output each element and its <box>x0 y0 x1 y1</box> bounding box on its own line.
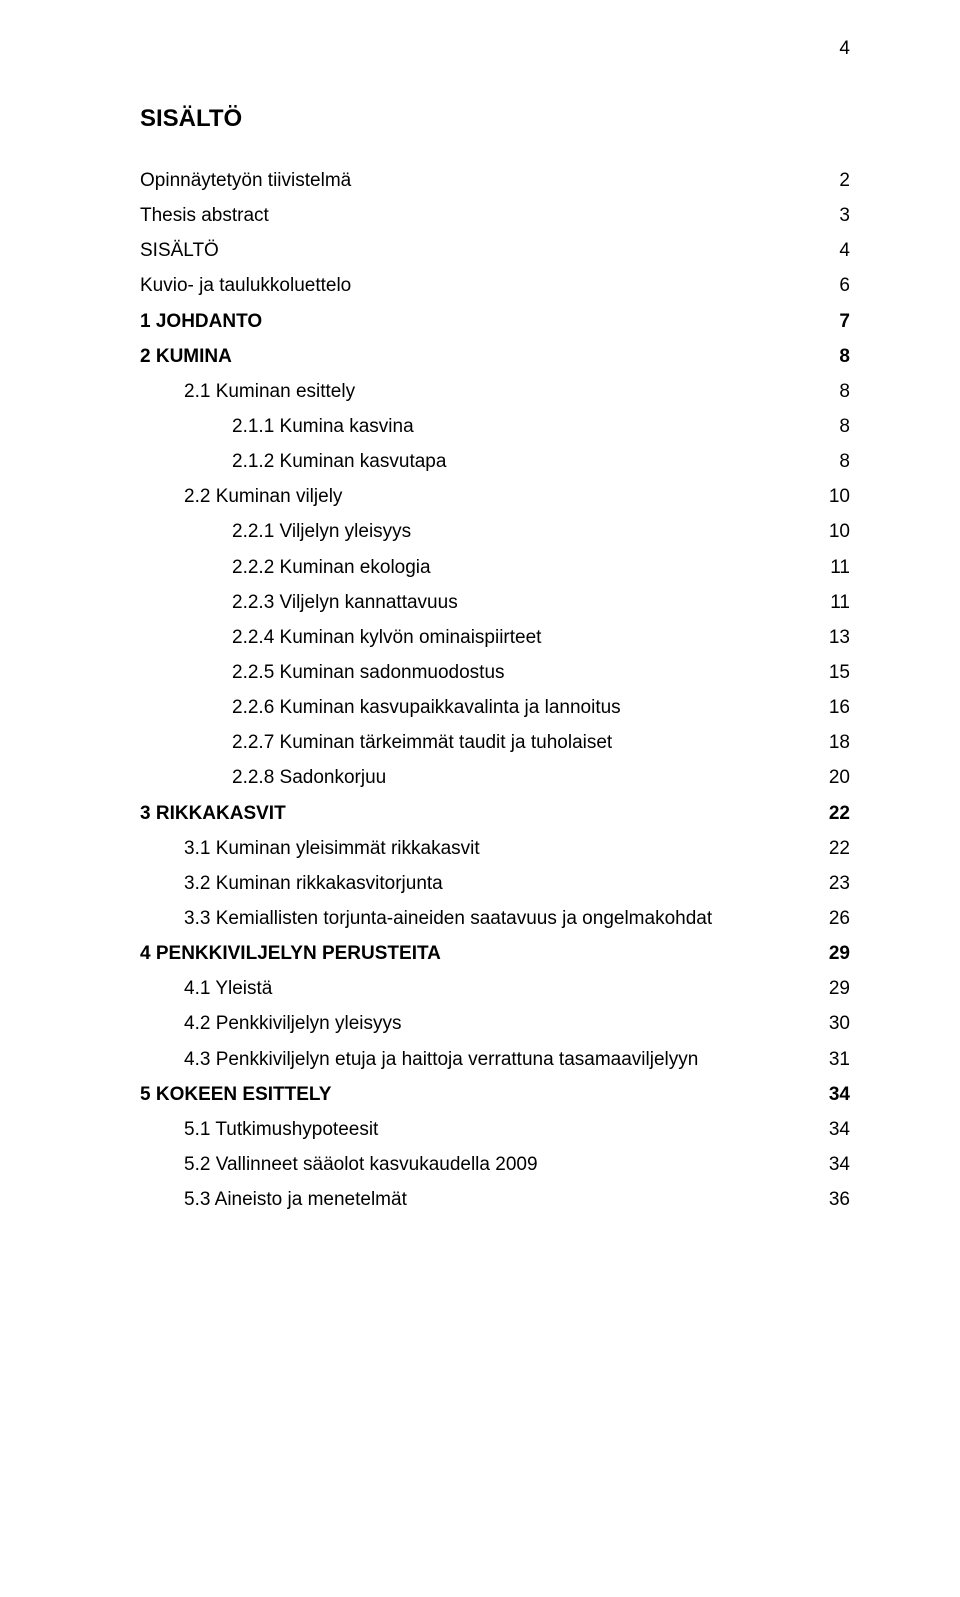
toc-entry: Kuvio- ja taulukkoluettelo 6 <box>140 268 850 303</box>
toc-entry-label: 3.2 Kuminan rikkakasvitorjunta <box>184 866 443 901</box>
toc-entry-page: 10 <box>829 479 850 514</box>
toc-entry: 2.2.2 Kuminan ekologia 11 <box>140 550 850 585</box>
toc-entry-page: 34 <box>829 1147 850 1182</box>
toc-entry-page: 23 <box>829 866 850 901</box>
toc-entry-page: 22 <box>829 796 850 831</box>
toc-entry-page: 20 <box>829 760 850 795</box>
toc-entry: 3.3 Kemiallisten torjunta-aineiden saata… <box>140 901 850 936</box>
toc-entry: 2.2.1 Viljelyn yleisyys 10 <box>140 514 850 549</box>
toc-entry-label: Thesis abstract <box>140 198 269 233</box>
toc-entry-label: 5.1 Tutkimushypoteesit <box>184 1112 378 1147</box>
toc-entry-page: 34 <box>829 1077 850 1112</box>
toc-entry: SISÄLTÖ 4 <box>140 233 850 268</box>
toc-entry-label: SISÄLTÖ <box>140 233 219 268</box>
toc-entry: 1 JOHDANTO 7 <box>140 304 850 339</box>
toc-entry-page: 30 <box>829 1006 850 1041</box>
toc-entry-label: 3.1 Kuminan yleisimmät rikkakasvit <box>184 831 480 866</box>
toc-entry: 2.2.7 Kuminan tärkeimmät taudit ja tuhol… <box>140 725 850 760</box>
toc-entry-page: 11 <box>830 550 850 585</box>
toc-entry: 2.2 Kuminan viljely 10 <box>140 479 850 514</box>
toc-entry-label: Opinnäytetyön tiivistelmä <box>140 163 351 198</box>
toc-entry: 5.3 Aineisto ja menetelmät 36 <box>140 1182 850 1217</box>
toc-entry: 3.1 Kuminan yleisimmät rikkakasvit 22 <box>140 831 850 866</box>
toc-entry: 2.2.8 Sadonkorjuu 20 <box>140 760 850 795</box>
toc-entry: 2.1.2 Kuminan kasvutapa 8 <box>140 444 850 479</box>
toc-entry-page: 31 <box>829 1042 850 1077</box>
toc-entry-label: 2.2.5 Kuminan sadonmuodostus <box>232 655 505 690</box>
toc-entry: 4.3 Penkkiviljelyn etuja ja haittoja ver… <box>140 1042 850 1077</box>
toc-entry-page: 13 <box>829 620 850 655</box>
toc-entry: 3 RIKKAKASVIT 22 <box>140 796 850 831</box>
toc-entry-page: 29 <box>829 971 850 1006</box>
toc-entry-label: 5.3 Aineisto ja menetelmät <box>184 1182 407 1217</box>
toc-entry: 5.2 Vallinneet sääolot kasvukaudella 200… <box>140 1147 850 1182</box>
toc-entry-label: 4 PENKKIVILJELYN PERUSTEITA <box>140 936 441 971</box>
toc-entry-page: 2 <box>839 163 850 198</box>
toc-entry: 2.2.4 Kuminan kylvön ominaispiirteet 13 <box>140 620 850 655</box>
toc-entry: Thesis abstract 3 <box>140 198 850 233</box>
toc-entry-page: 16 <box>829 690 850 725</box>
toc-entry-label: 5 KOKEEN ESITTELY <box>140 1077 331 1112</box>
toc-entry: 4 PENKKIVILJELYN PERUSTEITA 29 <box>140 936 850 971</box>
toc-entry-page: 26 <box>829 901 850 936</box>
toc-entry-label: 3.3 Kemiallisten torjunta-aineiden saata… <box>184 901 712 936</box>
toc-entry: 3.2 Kuminan rikkakasvitorjunta 23 <box>140 866 850 901</box>
toc-container: Opinnäytetyön tiivistelmä2Thesis abstrac… <box>140 163 850 1217</box>
toc-entry-label: 2.2.3 Viljelyn kannattavuus <box>232 585 458 620</box>
toc-entry-label: 2.2.2 Kuminan ekologia <box>232 550 431 585</box>
toc-entry: 2.1.1 Kumina kasvina 8 <box>140 409 850 444</box>
toc-entry-label: 2.2 Kuminan viljely <box>184 479 342 514</box>
toc-entry-page: 4 <box>839 233 850 268</box>
page-number: 4 <box>839 38 850 60</box>
toc-entry-label: 2.2.8 Sadonkorjuu <box>232 760 386 795</box>
toc-entry-page: 10 <box>829 514 850 549</box>
toc-entry-label: 4.2 Penkkiviljelyn yleisyys <box>184 1006 402 1041</box>
toc-entry-label: 5.2 Vallinneet sääolot kasvukaudella 200… <box>184 1147 538 1182</box>
toc-entry-label: 2.2.6 Kuminan kasvupaikkavalinta ja lann… <box>232 690 621 725</box>
toc-entry-page: 34 <box>829 1112 850 1147</box>
toc-entry-page: 8 <box>839 409 850 444</box>
toc-entry-page: 7 <box>839 304 850 339</box>
toc-title: SISÄLTÖ <box>140 105 850 133</box>
toc-entry-page: 36 <box>829 1182 850 1217</box>
toc-entry: 4.1 Yleistä 29 <box>140 971 850 1006</box>
toc-entry-page: 3 <box>839 198 850 233</box>
toc-entry: 2.2.3 Viljelyn kannattavuus 11 <box>140 585 850 620</box>
toc-entry-page: 15 <box>829 655 850 690</box>
toc-entry: 4.2 Penkkiviljelyn yleisyys 30 <box>140 1006 850 1041</box>
toc-entry-label: 2.1 Kuminan esittely <box>184 374 355 409</box>
toc-entry: 2.2.5 Kuminan sadonmuodostus 15 <box>140 655 850 690</box>
toc-entry: 2 KUMINA 8 <box>140 339 850 374</box>
toc-entry-label: 2.1.2 Kuminan kasvutapa <box>232 444 446 479</box>
toc-entry: 5 KOKEEN ESITTELY 34 <box>140 1077 850 1112</box>
toc-entry-label: 4.3 Penkkiviljelyn etuja ja haittoja ver… <box>184 1042 698 1077</box>
toc-entry: 5.1 Tutkimushypoteesit 34 <box>140 1112 850 1147</box>
toc-entry-label: 4.1 Yleistä <box>184 971 272 1006</box>
toc-entry-label: 2 KUMINA <box>140 339 232 374</box>
toc-entry-page: 6 <box>839 268 850 303</box>
toc-entry-page: 8 <box>839 374 850 409</box>
toc-entry-label: 3 RIKKAKASVIT <box>140 796 286 831</box>
toc-entry-label: 1 JOHDANTO <box>140 304 262 339</box>
toc-entry-page: 8 <box>839 339 850 374</box>
toc-entry-label: 2.2.7 Kuminan tärkeimmät taudit ja tuhol… <box>232 725 612 760</box>
toc-entry-page: 22 <box>829 831 850 866</box>
toc-entry-label: 2.2.1 Viljelyn yleisyys <box>232 514 411 549</box>
toc-entry: Opinnäytetyön tiivistelmä 2 <box>140 163 850 198</box>
toc-entry-page: 18 <box>829 725 850 760</box>
toc-entry-page: 11 <box>830 585 850 620</box>
toc-entry-page: 29 <box>829 936 850 971</box>
toc-entry-label: 2.2.4 Kuminan kylvön ominaispiirteet <box>232 620 541 655</box>
toc-entry-label: 2.1.1 Kumina kasvina <box>232 409 414 444</box>
toc-entry-label: Kuvio- ja taulukkoluettelo <box>140 268 351 303</box>
toc-entry-page: 8 <box>839 444 850 479</box>
toc-entry: 2.1 Kuminan esittely 8 <box>140 374 850 409</box>
toc-entry: 2.2.6 Kuminan kasvupaikkavalinta ja lann… <box>140 690 850 725</box>
